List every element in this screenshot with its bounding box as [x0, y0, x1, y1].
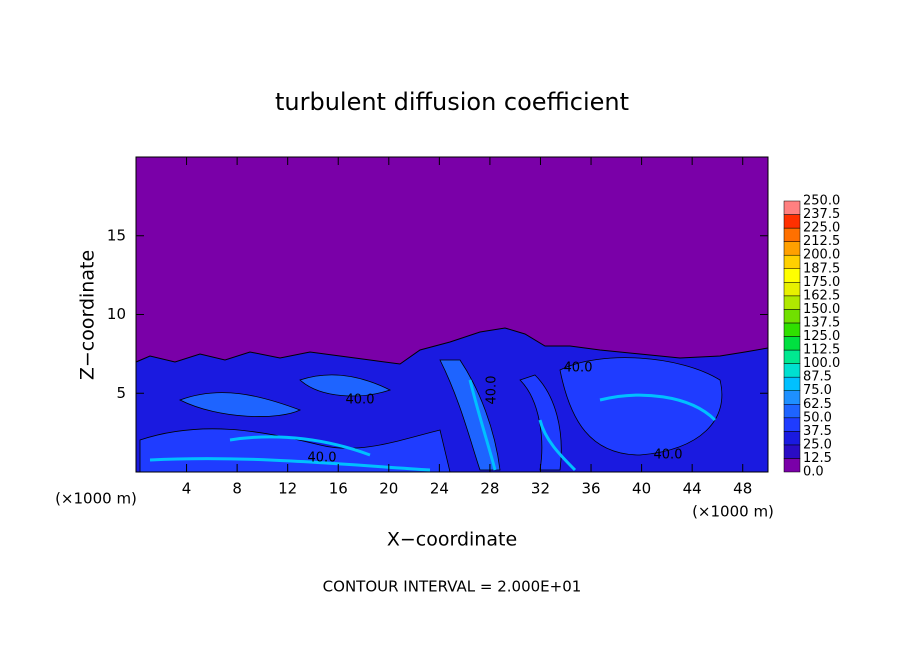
colorbar-swatch: [783, 295, 801, 310]
x-tick-label: 48: [733, 480, 752, 498]
x-tick-label: 12: [278, 480, 297, 498]
field-region: [149, 457, 431, 472]
colorbar-label: 162.5: [803, 288, 840, 303]
colorbar-label: 187.5: [803, 261, 840, 276]
x-tick-label: 20: [379, 480, 398, 498]
colorbar-swatch: [783, 254, 801, 269]
contour-label: 40.0: [485, 376, 500, 405]
colorbar-swatch: [783, 241, 801, 256]
x-tick-label: 32: [531, 480, 550, 498]
contour-label: 40.0: [346, 393, 375, 408]
field-region: [299, 374, 392, 397]
colorbar-label: 12.5: [803, 451, 832, 466]
colorbar-label: 25.0: [803, 437, 832, 452]
colorbar-label: 112.5: [803, 343, 840, 358]
x-tick-label: 4: [182, 480, 192, 498]
contour-label: 40.0: [564, 361, 593, 376]
colorbar-label: 0.0: [803, 465, 824, 480]
colorbar-label: 75.0: [803, 383, 832, 398]
colorbar-label: 237.5: [803, 207, 840, 222]
field-region: [229, 435, 371, 457]
colorbar-label: 50.0: [803, 410, 832, 425]
chart-title: turbulent diffusion coefficient: [275, 88, 629, 116]
x-tick-label: 36: [581, 480, 600, 498]
contour-label: 40.0: [654, 448, 683, 463]
x-tick-label: 44: [683, 480, 702, 498]
colorbar-label: 125.0: [803, 329, 840, 344]
colorbar-swatch: [783, 390, 801, 405]
y-tick-label: 5: [116, 384, 126, 402]
colorbar-swatch: [783, 200, 801, 215]
colorbar-swatch: [783, 349, 801, 364]
x-tick-label: 24: [430, 480, 449, 498]
field-region: [468, 379, 497, 471]
x-tick-label: 8: [232, 480, 242, 498]
colorbar-label: 200.0: [803, 248, 840, 263]
colorbar-label: 87.5: [803, 370, 832, 385]
colorbar-swatch: [783, 268, 801, 283]
y-tick-label: 15: [107, 226, 126, 244]
colorbar-label: 37.5: [803, 424, 832, 439]
colorbar-swatch: [783, 363, 801, 378]
colorbar-label: 225.0: [803, 221, 840, 236]
colorbar-swatch: [783, 214, 801, 229]
colorbar-swatch: [783, 444, 801, 459]
x-tick-label: 28: [480, 480, 499, 498]
colorbar-swatch: [783, 404, 801, 419]
colorbar-swatch: [783, 282, 801, 297]
colorbar-swatch: [783, 417, 801, 432]
y-unit: (×1000 m): [692, 503, 774, 521]
x-tick-label: 16: [329, 480, 348, 498]
colorbar-swatch: [783, 227, 801, 242]
field-region: [559, 357, 723, 456]
field-region: [178, 392, 302, 417]
colorbar-swatch: [783, 309, 801, 324]
contour-label: 40.0: [308, 451, 337, 466]
colorbar-label: 212.5: [803, 234, 840, 249]
colorbar-swatch: [783, 322, 801, 337]
colorbar-swatch: [783, 458, 801, 473]
colorbar-label: 250.0: [803, 194, 840, 209]
colorbar-label: 62.5: [803, 397, 832, 412]
colorbar-swatch: [783, 336, 801, 351]
x-unit: (×1000 m): [55, 490, 137, 508]
colorbar-swatch: [783, 376, 801, 391]
y-tick-label: 10: [107, 305, 126, 323]
x-tick-label: 40: [632, 480, 651, 498]
field-region: [538, 419, 577, 472]
colorbar-swatch: [783, 431, 801, 446]
footer: CONTOUR INTERVAL = 2.000E+01: [323, 578, 582, 596]
colorbar-label: 100.0: [803, 356, 840, 371]
y-axis-label: Z−coordinate: [77, 250, 99, 380]
x-axis-label: X−coordinate: [387, 529, 517, 551]
colorbar-label: 150.0: [803, 302, 840, 317]
field-region: [439, 359, 501, 471]
colorbar-label: 137.5: [803, 315, 840, 330]
colorbar-label: 175.0: [803, 275, 840, 290]
field-region: [599, 393, 717, 422]
field-region: [139, 428, 451, 473]
